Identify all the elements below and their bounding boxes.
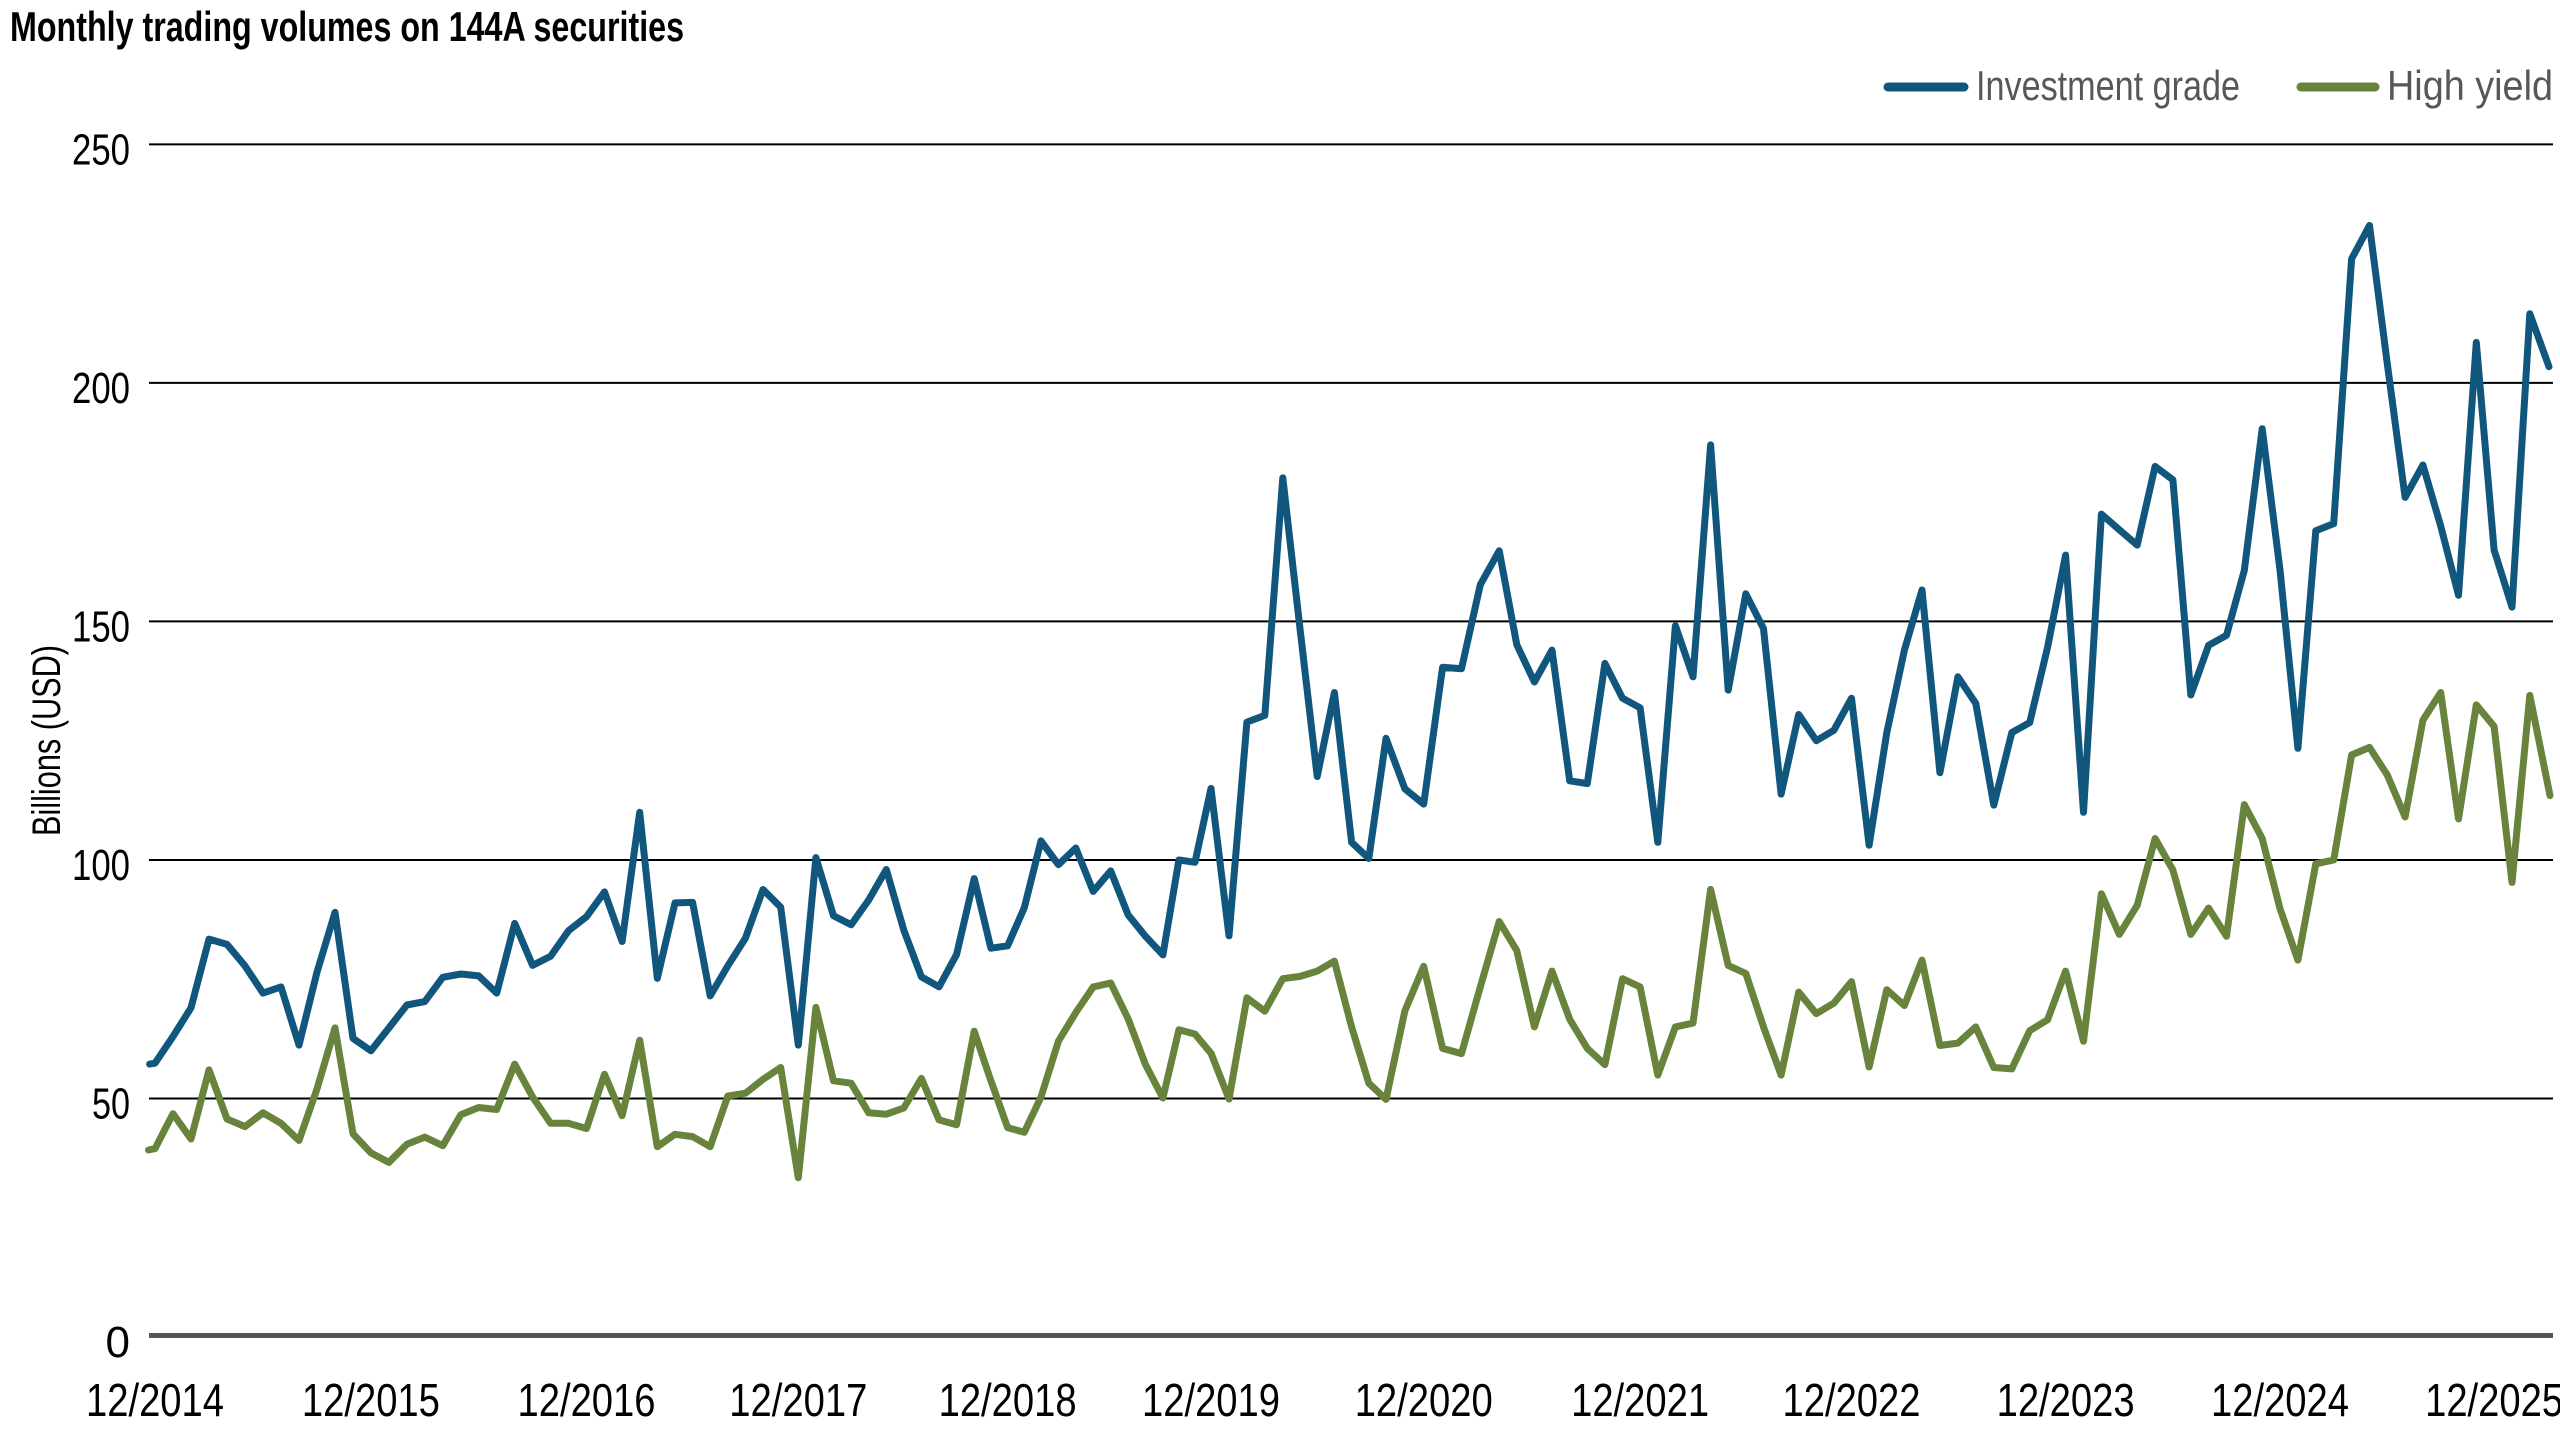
svg-text:12/2019: 12/2019 xyxy=(1142,1374,1280,1426)
svg-text:50: 50 xyxy=(92,1080,130,1129)
svg-text:12/2025: 12/2025 xyxy=(2425,1374,2560,1426)
svg-text:0: 0 xyxy=(106,1318,130,1367)
svg-text:12/2016: 12/2016 xyxy=(518,1374,656,1426)
svg-text:12/2017: 12/2017 xyxy=(729,1374,867,1426)
svg-text:Investment grade: Investment grade xyxy=(1976,62,2240,109)
svg-text:12/2022: 12/2022 xyxy=(1783,1374,1921,1426)
svg-text:250: 250 xyxy=(72,125,130,174)
svg-text:Monthly trading volumes on 144: Monthly trading volumes on 144A securiti… xyxy=(10,3,684,50)
svg-text:12/2021: 12/2021 xyxy=(1571,1374,1709,1426)
svg-text:12/2018: 12/2018 xyxy=(939,1374,1077,1426)
svg-text:High yield: High yield xyxy=(2387,62,2553,109)
svg-text:100: 100 xyxy=(72,841,130,890)
svg-text:12/2014: 12/2014 xyxy=(86,1374,224,1426)
svg-text:12/2020: 12/2020 xyxy=(1355,1374,1493,1426)
svg-text:12/2024: 12/2024 xyxy=(2211,1374,2349,1426)
svg-text:12/2023: 12/2023 xyxy=(1997,1374,2135,1426)
svg-text:150: 150 xyxy=(72,602,130,651)
svg-text:200: 200 xyxy=(72,364,130,413)
svg-text:12/2015: 12/2015 xyxy=(302,1374,440,1426)
svg-text:Billions (USD): Billions (USD) xyxy=(25,645,69,836)
